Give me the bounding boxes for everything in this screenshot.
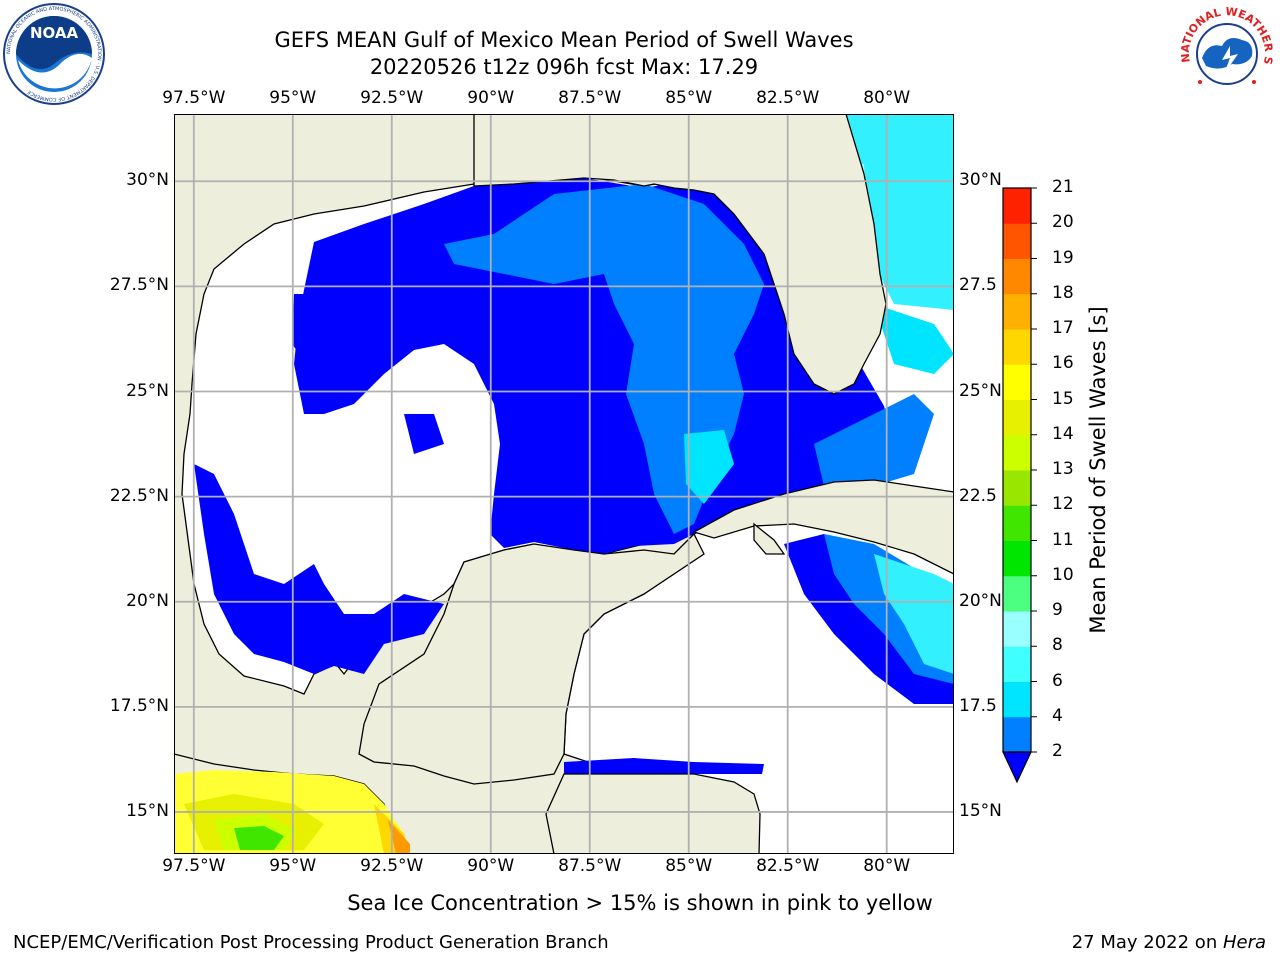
lon-label-top: 82.5°W [756,88,820,108]
lon-label-bottom: 82.5°W [756,856,820,876]
lon-label-bottom: 97.5°W [162,856,226,876]
colorbar-segment [1003,399,1031,436]
lon-label-bottom: 87.5°W [558,856,622,876]
lon-label-bottom: 95°W [269,856,317,876]
colorbar-segment [1003,223,1031,259]
lon-label-bottom: 92.5°W [360,856,424,876]
lat-label-left: 17.5°N [109,695,169,716]
colorbar-tick-label: 21 [1052,177,1074,197]
colorbar-tick-label: 10 [1052,564,1074,585]
colorbar-segment [1003,505,1031,541]
lon-label-bottom: 85°W [665,856,713,876]
colorbar-segment [1003,329,1031,365]
footer-date: 27 May 2022 on [1071,932,1223,953]
colorbar-tick-label: 11 [1052,529,1074,550]
lon-label-top: 92.5°W [360,88,424,108]
lat-label-left: 22.5°N [109,485,169,506]
noaa-logo: NOAA NATIONAL OCEANIC AND ATMOSPHERIC AD… [3,3,105,105]
colorbar-segment [1003,188,1031,224]
swell-region-4-6s [444,184,764,534]
colorbar-tick-label: 12 [1052,494,1074,515]
lat-label-right: 15°N [959,800,1002,821]
colorbar-segment [1003,716,1031,753]
lon-label-bottom: 80°W [863,856,911,876]
colorbar-tick-label: 19 [1052,247,1074,268]
colorbar-segment [1003,646,1031,682]
colorbar-tick-label: 6 [1052,670,1063,691]
lon-label-top: 90°W [467,88,515,108]
lat-label-right: 22.5 [959,485,997,506]
florida-peninsula [473,114,887,395]
colorbar-tick-label: 9 [1052,600,1063,620]
lat-label-right: 30°N [959,170,1002,191]
cuba [692,479,954,575]
colorbar-tick-label: 13 [1052,459,1074,479]
lon-label-top: 95°W [269,88,317,108]
lat-label-right: 25°N [959,380,1002,401]
lon-label-top: 87.5°W [558,88,622,108]
colorbar-tick-label: 14 [1052,423,1074,444]
colorbar-tick-label: 15 [1052,388,1074,409]
colorbar-segment [1003,258,1031,295]
colorbar-tick-label: 20 [1052,212,1074,233]
colorbar-segment [1003,611,1031,647]
colorbar-segment [1003,470,1031,506]
colorbar-segment [1003,681,1031,718]
lat-label-right: 17.5 [959,695,997,716]
lat-label-left: 27.5°N [109,275,169,296]
nws-logo: NATIONAL WEATHER SERVICE [1176,2,1275,101]
lon-label-top: 80°W [863,88,911,108]
honduras-coast [545,773,761,854]
lat-label-left: 25°N [126,380,169,401]
lon-label-bottom: 90°W [467,856,515,876]
lat-label-right: 20°N [959,590,1002,611]
lon-label-top: 85°W [665,88,713,108]
colorbar-segment [1003,293,1031,330]
colorbar-underflow-arrow [1002,751,1032,784]
lat-label-right: 27.5 [959,275,997,296]
gulf-of-mexico-map [174,114,954,854]
colorbar-tick-label: 18 [1052,282,1074,303]
colorbar-tick-label: 2 [1052,741,1063,761]
colorbar-tick-label: 8 [1052,635,1063,656]
lat-label-left: 20°N [126,590,169,611]
svg-text:NOAA: NOAA [30,24,79,42]
lon-label-top: 97.5°W [162,88,226,108]
atlantic-water [842,114,954,310]
lat-label-left: 15°N [126,800,169,821]
colorbar-segment [1003,364,1031,400]
footer-right: 27 May 2022 on Hera [1072,932,1266,953]
colorbar-segment [1003,540,1031,577]
lat-label-left: 30°N [126,170,169,191]
yucatan-peninsula [358,532,705,785]
chart-subtitle: 20220526 t12z 096h fcst Max: 17.29 [369,55,759,79]
colorbar-segment [1003,434,1031,471]
colorbar [1002,187,1037,784]
colorbar-segment [1003,575,1031,612]
colorbar-label: Mean Period of Swell Waves [s] [1086,306,1110,634]
colorbar-tick-label: 17 [1052,318,1074,338]
footer-left: NCEP/EMC/Verification Post Processing Pr… [13,932,609,953]
chart-title: GEFS MEAN Gulf of Mexico Mean Period of … [274,28,854,52]
colorbar-tick-label: 4 [1052,705,1063,726]
footer-host: Hera [1222,932,1266,953]
sea-ice-caption: Sea Ice Concentration > 15% is shown in … [347,891,933,915]
colorbar-tick-label: 16 [1052,353,1074,374]
